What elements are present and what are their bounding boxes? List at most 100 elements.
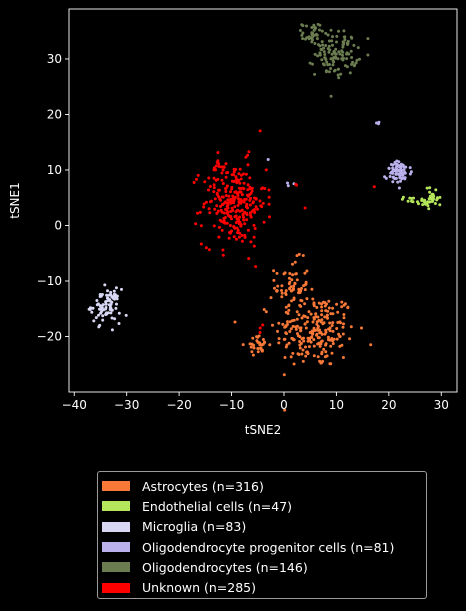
scatter-point <box>352 43 356 47</box>
scatter-point <box>213 197 217 201</box>
scatter-point <box>431 192 435 196</box>
scatter-point <box>335 40 338 44</box>
scatter-point <box>327 70 331 74</box>
legend-label-opc: Oligodendrocyte progenitor cells (n=81) <box>142 539 395 555</box>
scatter-point <box>408 166 412 170</box>
scatter-point <box>393 161 397 164</box>
scatter-point <box>198 210 202 214</box>
scatter-point <box>236 194 240 197</box>
scatter-point <box>306 339 310 343</box>
scatter-point <box>267 195 271 199</box>
scatter-point <box>273 286 276 290</box>
scatter-point <box>324 58 328 62</box>
scatter-point <box>283 408 287 412</box>
scatter-point <box>192 181 196 184</box>
scatter-point <box>250 350 254 354</box>
scatter-point <box>346 39 350 43</box>
scatter-point <box>323 315 327 319</box>
scatter-point <box>252 346 256 350</box>
scatter-point <box>221 168 225 172</box>
scatter-point <box>221 195 225 199</box>
scatter-point <box>103 283 107 287</box>
scatter-point <box>391 180 395 184</box>
scatter-point <box>301 254 305 257</box>
scatter-point <box>397 160 401 164</box>
scatter-point <box>288 330 292 333</box>
scatter-point <box>403 176 407 180</box>
scatter-point <box>392 175 395 179</box>
scatter-point <box>207 188 210 192</box>
scatter-point <box>242 218 246 222</box>
scatter-point <box>284 293 288 296</box>
scatter-point <box>250 209 254 213</box>
scatter-point <box>213 168 217 172</box>
scatter-point <box>316 325 320 328</box>
scatter-point <box>329 57 333 61</box>
scatter-point <box>224 187 228 191</box>
scatter-point <box>280 295 284 299</box>
scatter-point <box>318 344 322 348</box>
scatter-point <box>245 204 249 207</box>
scatter-point <box>207 248 211 252</box>
scatter-point <box>233 205 237 209</box>
scatter-point <box>291 262 294 266</box>
scatter-point <box>331 43 334 47</box>
scatter-point <box>427 207 431 211</box>
legend-item-microglia: Microglia (n=83) <box>102 517 426 537</box>
scatter-point <box>331 339 335 343</box>
y-tick-label: −20 <box>37 329 62 343</box>
scatter-point <box>366 37 370 41</box>
scatter-point <box>316 355 320 359</box>
scatter-point <box>104 300 108 304</box>
scatter-point <box>299 304 303 308</box>
scatter-point <box>395 169 399 173</box>
scatter-point <box>317 336 321 340</box>
scatter-point <box>307 345 311 349</box>
scatter-point <box>199 242 203 246</box>
scatter-point <box>220 228 224 232</box>
scatter-point <box>286 181 289 185</box>
legend-swatch-astrocytes <box>102 481 130 492</box>
series-5-points <box>192 129 376 334</box>
scatter-point <box>194 222 198 226</box>
scatter-point <box>264 168 268 172</box>
scatter-point <box>309 36 313 40</box>
scatter-point <box>301 24 305 28</box>
scatter-point <box>296 332 299 336</box>
scatter-point <box>295 254 299 258</box>
scatter-point <box>243 234 247 237</box>
scatter-point <box>230 179 234 183</box>
scatter-point <box>196 211 199 215</box>
scatter-point <box>263 340 266 344</box>
scatter-point <box>212 224 216 228</box>
scatter-point <box>340 49 344 53</box>
scatter-point <box>112 289 116 293</box>
scatter-point <box>291 351 295 355</box>
scatter-point <box>235 179 238 183</box>
scatter-point <box>246 183 250 187</box>
scatter-point <box>327 39 331 43</box>
scatter-point <box>353 63 357 67</box>
scatter-point <box>390 170 393 174</box>
scatter-point <box>388 175 392 178</box>
scatter-point <box>218 218 222 222</box>
scatter-point <box>318 51 322 55</box>
scatter-point <box>277 321 281 325</box>
scatter-point <box>335 34 339 38</box>
scatter-point <box>310 287 314 291</box>
scatter-point <box>215 193 219 196</box>
scatter-point <box>283 356 287 359</box>
scatter-point <box>253 227 257 230</box>
scatter-point <box>263 187 267 190</box>
scatter-point <box>242 211 246 215</box>
scatter-point <box>330 39 334 43</box>
scatter-point <box>252 343 256 347</box>
scatter-point <box>233 215 237 219</box>
scatter-point <box>98 307 101 311</box>
x-axis-label: tSNE2 <box>245 423 282 437</box>
scatter-point <box>237 235 241 239</box>
x-tick-label: −40 <box>62 398 87 412</box>
scatter-point <box>237 218 241 222</box>
scatter-point <box>91 306 95 310</box>
scatter-point <box>224 175 228 179</box>
